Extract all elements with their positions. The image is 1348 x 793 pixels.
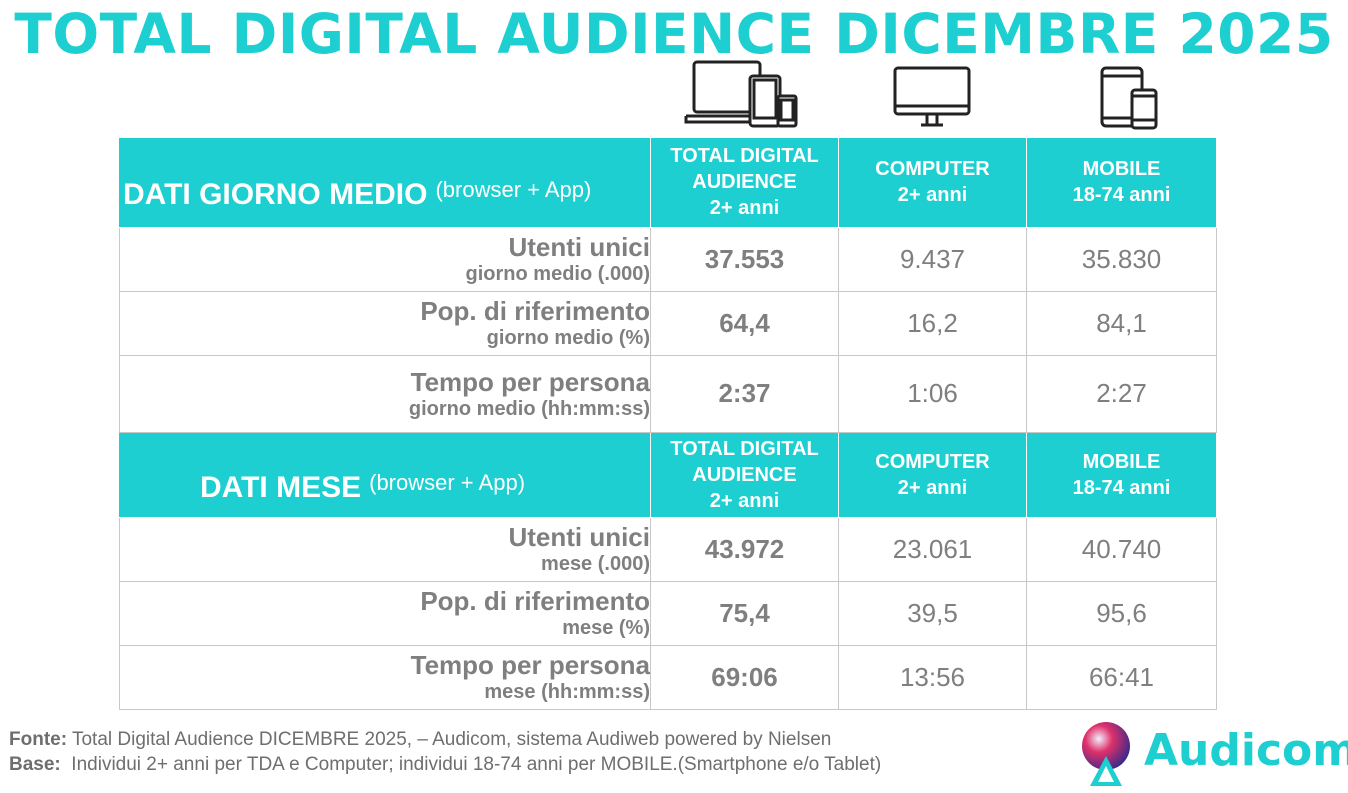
page-title: TOTAL DIGITAL AUDIENCE DICEMBRE 2025 [14, 2, 1334, 66]
row-sublabel: mese (%) [562, 617, 650, 639]
value-mobile: 40.740 [1026, 516, 1217, 582]
value-mobile: 35.830 [1026, 226, 1217, 292]
multi-device-icon [684, 60, 800, 128]
value-mobile: 84,1 [1026, 290, 1217, 356]
audicom-logo-mark-icon [1082, 722, 1130, 786]
section-title: DATI MESE [200, 470, 362, 504]
tablet-smartphone-icon [1100, 66, 1160, 130]
value-total: 64,4 [650, 290, 839, 356]
column-header-computer: COMPUTER 2+ anni [838, 138, 1027, 228]
footer-notes: Fonte: Total Digital Audience DICEMBRE 2… [9, 727, 881, 777]
row-label: Pop. di riferimento [420, 586, 650, 616]
section-title-cell: DATI MESE (browser + App) [119, 432, 651, 518]
value-total: 75,4 [650, 580, 839, 646]
section-header: DATI GIORNO MEDIO (browser + App) TOTAL … [119, 138, 1217, 228]
table-row: Tempo per persona giorno medio (hh:mm:ss)… [119, 354, 1217, 433]
value-mobile: 95,6 [1026, 580, 1217, 646]
desktop-monitor-icon [893, 66, 973, 128]
row-sublabel: giorno medio (.000) [465, 263, 650, 285]
section-title-cell: DATI GIORNO MEDIO (browser + App) [119, 138, 651, 228]
audicom-logo-text: Audicom [1144, 725, 1348, 776]
row-label: Tempo per persona [410, 366, 650, 397]
row-label: Pop. di riferimento [420, 296, 650, 326]
value-computer: 16,2 [838, 290, 1027, 356]
section-header: DATI MESE (browser + App) TOTAL DIGITAL A… [119, 432, 1217, 518]
footer-base: Base: Individui 2+ anni per TDA e Comput… [9, 754, 882, 775]
row-sublabel: mese (hh:mm:ss) [484, 681, 650, 703]
table-row: Utenti unici mese (.000) 43.972 23.061 40… [119, 516, 1217, 582]
section-title: DATI GIORNO MEDIO [123, 178, 428, 212]
value-mobile: 2:27 [1026, 354, 1217, 433]
table-row: Utenti unici giorno medio (.000) 37.553 9… [119, 226, 1217, 292]
table-row: Tempo per persona mese (hh:mm:ss) 69:06 1… [119, 644, 1217, 710]
value-computer: 1:06 [838, 354, 1027, 433]
column-header-total: TOTAL DIGITAL AUDIENCE 2+ anni [650, 432, 839, 518]
value-total: 2:37 [650, 354, 839, 433]
table-row: Pop. di riferimento giorno medio (%) 64,4… [119, 290, 1217, 356]
footer-source: Fonte: Total Digital Audience DICEMBRE 2… [9, 729, 832, 750]
table-row: Pop. di riferimento mese (%) 75,4 39,5 95… [119, 580, 1217, 646]
row-label: Utenti unici [508, 232, 650, 262]
row-label: Tempo per persona [410, 650, 650, 680]
value-total: 69:06 [650, 644, 839, 710]
column-header-computer: COMPUTER 2+ anni [838, 432, 1027, 518]
value-computer: 39,5 [838, 580, 1027, 646]
column-header-mobile: MOBILE 18-74 anni [1026, 138, 1217, 228]
row-label: Utenti unici [508, 522, 650, 552]
column-header-mobile: MOBILE 18-74 anni [1026, 432, 1217, 518]
row-sublabel: giorno medio (%) [486, 327, 650, 349]
audicom-logo: Audicom [1080, 716, 1348, 788]
value-mobile: 66:41 [1026, 644, 1217, 710]
section-note: (browser + App) [369, 469, 526, 495]
audience-table: DATI GIORNO MEDIO (browser + App) TOTAL … [119, 138, 1217, 710]
value-computer: 13:56 [838, 644, 1027, 710]
value-total: 37.553 [650, 226, 839, 292]
row-sublabel: mese (.000) [541, 553, 650, 575]
section-note: (browser + App) [435, 177, 592, 203]
value-computer: 9.437 [838, 226, 1027, 292]
row-sublabel: giorno medio (hh:mm:ss) [408, 397, 650, 420]
column-header-total: TOTAL DIGITAL AUDIENCE 2+ anni [650, 138, 839, 228]
value-total: 43.972 [650, 516, 839, 582]
value-computer: 23.061 [838, 516, 1027, 582]
